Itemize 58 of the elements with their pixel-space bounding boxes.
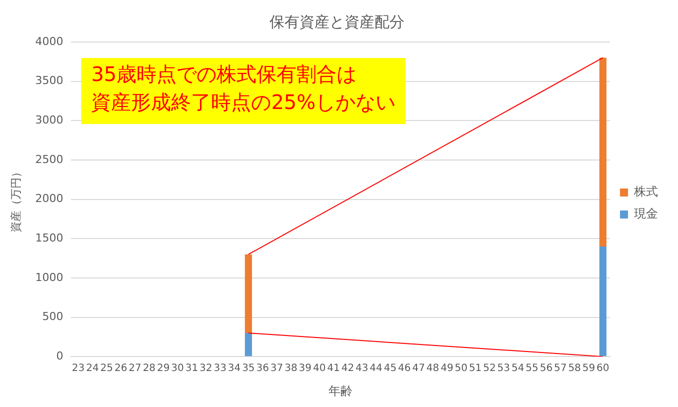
- x-tick-label: 24: [86, 363, 99, 374]
- y-tick-label: 3500: [35, 74, 64, 88]
- x-tick-label: 29: [156, 363, 170, 374]
- annotation: 35歳時点での株式保有割合は: [91, 62, 357, 86]
- x-axis-title: 年齢: [328, 384, 353, 398]
- x-tick-label: 34: [228, 363, 241, 374]
- chart-title: 保有資産と資産配分: [270, 12, 404, 31]
- y-tick-label: 0: [56, 349, 64, 362]
- y-tick-label: 500: [42, 310, 64, 324]
- x-tick-label: 35: [242, 363, 255, 374]
- x-tick-label: 49: [440, 363, 454, 374]
- x-tick-label: 53: [497, 363, 510, 374]
- x-tick-label: 59: [582, 363, 596, 374]
- y-tick-label: 4000: [35, 34, 64, 48]
- legend-label: 株式: [633, 184, 658, 199]
- x-tick-label: 55: [526, 363, 538, 374]
- x-tick-label: 54: [511, 363, 524, 374]
- x-tick-label: 44: [370, 363, 382, 374]
- y-tick-label: 1000: [35, 270, 64, 284]
- x-tick-label: 42: [341, 363, 354, 374]
- legend-label: 現金: [634, 206, 658, 221]
- x-tick-label: 26: [114, 363, 128, 374]
- x-tick-label: 52: [483, 363, 496, 374]
- x-tick-label: 60: [596, 363, 610, 374]
- x-tick-label: 27: [128, 363, 142, 374]
- x-tick-label: 37: [270, 363, 284, 374]
- y-axis-title: 資産（万円）: [9, 166, 22, 232]
- x-tick-label: 33: [214, 363, 226, 374]
- x-tick-label: 23: [72, 363, 85, 374]
- x-tick-label: 40: [312, 363, 326, 374]
- x-tick-label: 48: [426, 363, 440, 374]
- x-tick-label: 41: [327, 363, 340, 374]
- bar: [244, 254, 252, 334]
- x-tick-label: 46: [398, 363, 411, 374]
- x-tick-label: 36: [256, 363, 269, 374]
- x-tick-label: 38: [284, 363, 298, 374]
- bar: [599, 58, 606, 246]
- x-tick-label: 30: [171, 363, 184, 374]
- x-tick-label: 58: [568, 363, 581, 374]
- x-tick-label: 47: [412, 363, 425, 374]
- x-tick-label: 56: [540, 363, 553, 374]
- x-tick-label: 43: [356, 363, 368, 374]
- x-tick-label: 28: [142, 363, 156, 374]
- y-tick-label: 1500: [35, 231, 64, 244]
- x-tick-label: 50: [454, 363, 468, 374]
- bar: [244, 333, 252, 356]
- annotation: 資産形成終了時点の25%しかない: [91, 90, 396, 114]
- x-tick-label: 39: [298, 363, 312, 374]
- x-tick-label: 31: [185, 363, 198, 374]
- x-tick-label: 45: [384, 363, 397, 374]
- x-tick-label: 51: [468, 363, 482, 374]
- y-tick-label: 2500: [35, 152, 64, 166]
- y-tick-label: 3000: [35, 114, 64, 127]
- x-tick-label: 57: [554, 363, 567, 374]
- x-tick-label: 25: [100, 363, 114, 374]
- bar: [599, 246, 606, 356]
- x-tick-label: 32: [200, 363, 212, 374]
- y-tick-label: 2000: [35, 192, 64, 206]
